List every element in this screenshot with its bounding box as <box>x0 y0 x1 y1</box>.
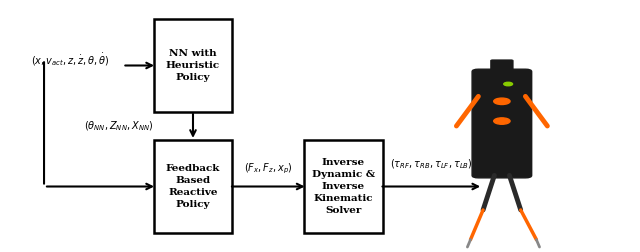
Text: Feedback
Based
Reactive
Policy: Feedback Based Reactive Policy <box>166 164 220 209</box>
Text: $(\tau_{RF}, \tau_{RB}, \tau_{LF}, \tau_{LB})$: $(\tau_{RF}, \tau_{RB}, \tau_{LF}, \tau_… <box>390 158 473 171</box>
Text: $(F_x, F_z, x_p)$: $(F_x, F_z, x_p)$ <box>244 162 292 176</box>
Circle shape <box>493 98 510 105</box>
FancyBboxPatch shape <box>491 60 513 72</box>
Text: $(x, v_{act}, z, \dot{z}, \theta, \dot{\theta})$: $(x, v_{act}, z, \dot{z}, \theta, \dot{\… <box>31 51 110 68</box>
Text: $(\theta_{NN}, Z_{NN}, X_{NN})$: $(\theta_{NN}, Z_{NN}, X_{NN})$ <box>84 119 154 133</box>
Circle shape <box>504 82 513 86</box>
Text: NN with
Heuristic
Policy: NN with Heuristic Policy <box>166 49 220 82</box>
Circle shape <box>493 118 510 124</box>
FancyBboxPatch shape <box>154 140 232 233</box>
FancyBboxPatch shape <box>472 69 532 178</box>
FancyBboxPatch shape <box>305 140 383 233</box>
Text: Inverse
Dynamic &
Inverse
Kinematic
Solver: Inverse Dynamic & Inverse Kinematic Solv… <box>312 159 375 215</box>
FancyBboxPatch shape <box>154 19 232 112</box>
